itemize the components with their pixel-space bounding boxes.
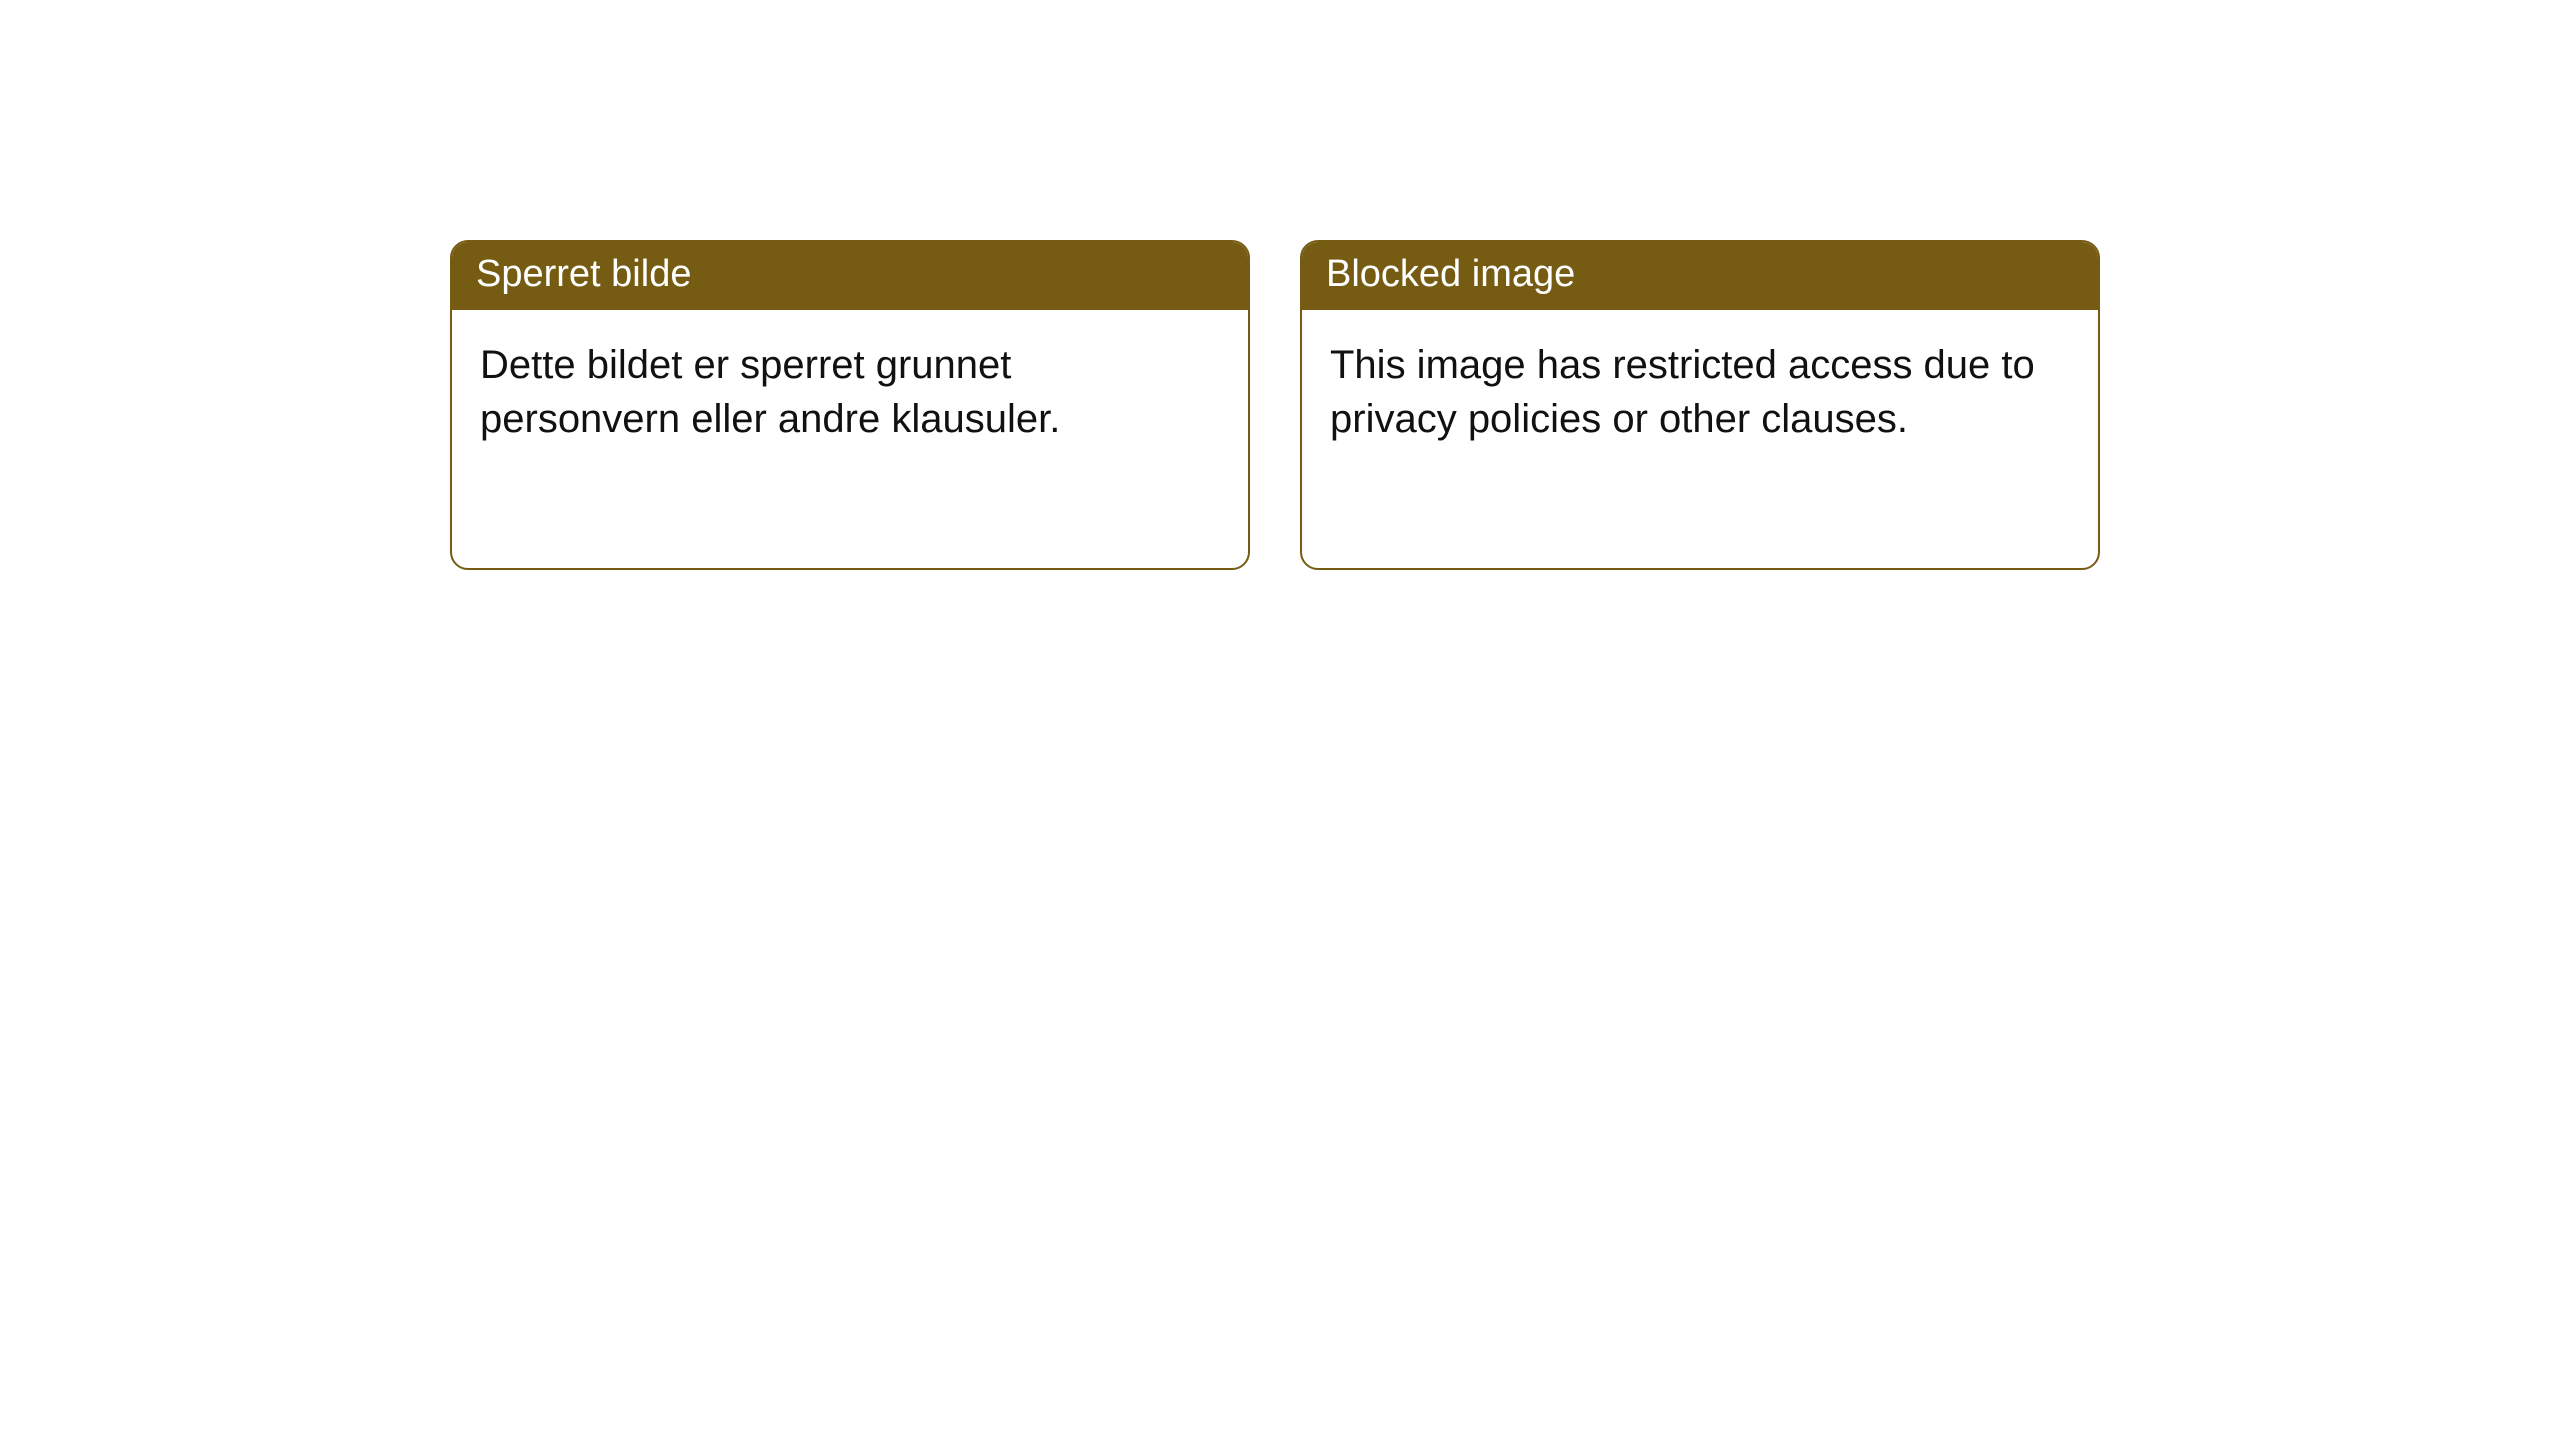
card-title-no: Sperret bilde: [476, 253, 691, 295]
card-body-en: This image has restricted access due to …: [1302, 310, 2098, 474]
card-title-en: Blocked image: [1326, 253, 1575, 295]
card-message-en: This image has restricted access due to …: [1330, 343, 2035, 441]
blocked-image-card-no: Sperret bilde Dette bildet er sperret gr…: [450, 240, 1250, 570]
card-header-en: Blocked image: [1302, 242, 2098, 310]
card-body-no: Dette bildet er sperret grunnet personve…: [452, 310, 1248, 474]
card-header-no: Sperret bilde: [452, 242, 1248, 310]
card-message-no: Dette bildet er sperret grunnet personve…: [480, 343, 1060, 441]
notice-container: Sperret bilde Dette bildet er sperret gr…: [0, 0, 2560, 570]
blocked-image-card-en: Blocked image This image has restricted …: [1300, 240, 2100, 570]
